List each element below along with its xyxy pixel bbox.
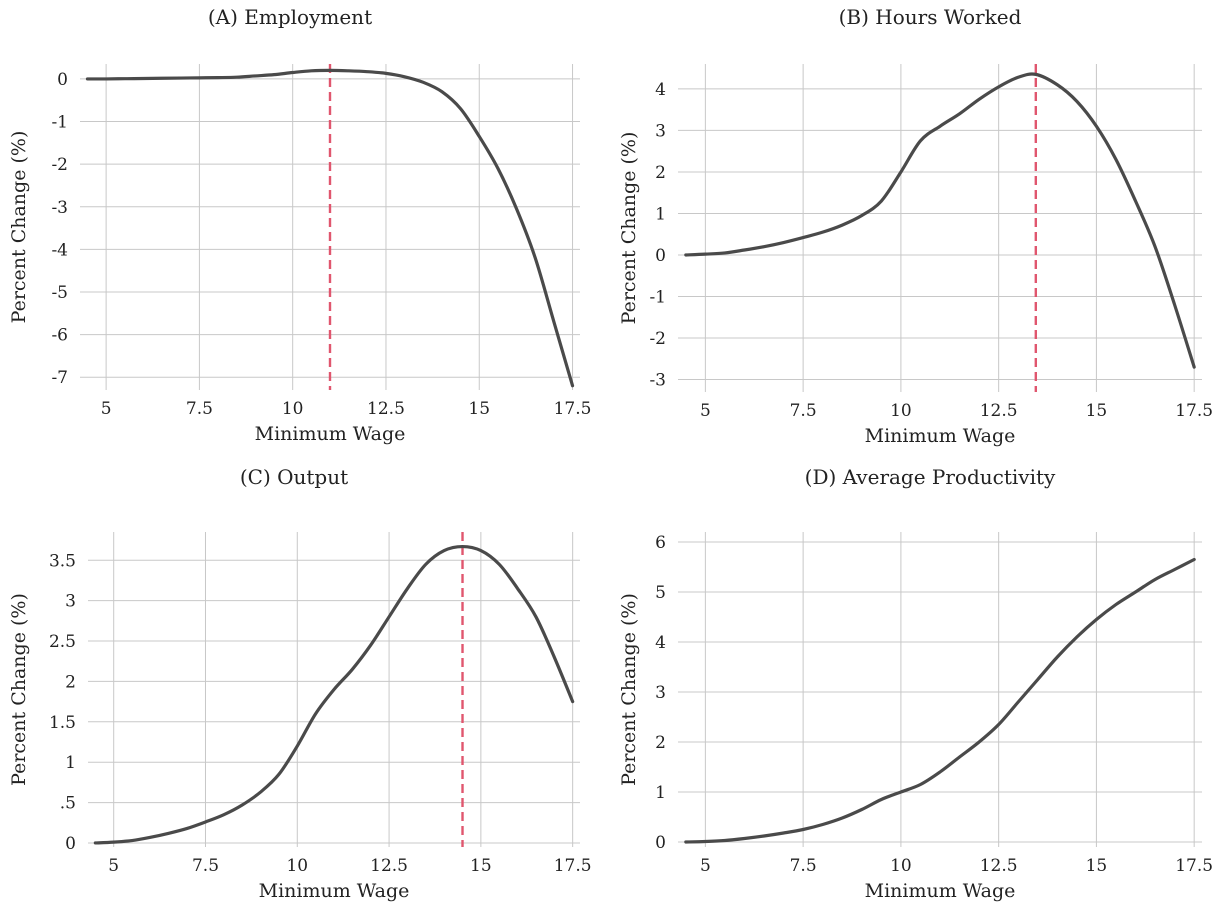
x-tick-label: 10 xyxy=(286,856,308,876)
series-line xyxy=(93,544,575,845)
x-tick-label: 7.5 xyxy=(192,856,219,876)
y-tick-label: -7 xyxy=(51,368,68,388)
y-tick-label: -1 xyxy=(649,288,666,308)
panel-output: (C) Output 5 7.5 10 12.5 15 17.5 3.5 3 2.5 2 1.5 1.5… xyxy=(0,460,610,920)
x-tick-label: 12.5 xyxy=(367,399,405,419)
y-tick-label: -3 xyxy=(51,198,68,218)
y-axis-label: Percent Change (%) xyxy=(618,132,640,325)
y-tick-label: 2 xyxy=(655,733,666,753)
y-tick-label: 1.5 xyxy=(49,713,76,733)
y-tick-label: 0 xyxy=(57,70,68,90)
y-tick-label: -2 xyxy=(649,329,666,349)
x-tick-label: 10 xyxy=(890,401,912,421)
y-tick-label: 2 xyxy=(65,672,76,692)
y-tick-label: 2.5 xyxy=(49,632,76,652)
x-tick-label: 7.5 xyxy=(186,399,213,419)
panel-average-productivity: (D) Average Productivity 5 7.5 10 12.5 15 17.5… xyxy=(610,460,1220,920)
series-line xyxy=(85,68,575,388)
x-tick-label: 12.5 xyxy=(980,401,1018,421)
y-tick-label: 6 xyxy=(655,533,666,553)
chart-title: (C) Output xyxy=(240,465,348,489)
chart-employment: (A) Employment 5 7.5 10 12.5 15 17.5 0 -1 -2 -3 -4 -… xyxy=(8,5,592,445)
series-line xyxy=(684,557,1196,844)
y-tick-label: 3.5 xyxy=(49,551,76,571)
y-axis-label: Percent Change (%) xyxy=(8,593,30,786)
y-tick-label: 1 xyxy=(65,753,76,773)
x-tick-label: 17.5 xyxy=(554,856,592,876)
y-tick-label: 3 xyxy=(65,592,76,612)
x-tick-label: 12.5 xyxy=(980,856,1018,876)
x-axis-label: Minimum Wage xyxy=(865,425,1016,447)
x-tick-label: 5 xyxy=(700,401,711,421)
x-tick-label: 17.5 xyxy=(554,399,592,419)
y-tick-label: -2 xyxy=(51,155,68,175)
x-tick-label: 17.5 xyxy=(1175,856,1213,876)
y-tick-label: 0 xyxy=(65,834,76,854)
x-tick-label: 5 xyxy=(700,856,711,876)
y-tick-label: -4 xyxy=(51,240,68,260)
y-tick-label: -5 xyxy=(51,283,68,303)
y-axis-label: Percent Change (%) xyxy=(618,593,640,786)
y-tick-label: 2 xyxy=(655,163,666,183)
x-tick-label: 5 xyxy=(101,399,112,419)
y-axis-label: Percent Change (%) xyxy=(8,131,30,324)
chart-title: (B) Hours Worked xyxy=(839,5,1022,29)
x-tick-label: 15 xyxy=(1086,401,1108,421)
y-tick-label: .5 xyxy=(60,794,76,814)
chart-title: (D) Average Productivity xyxy=(805,465,1056,489)
x-tick-label: 7.5 xyxy=(790,856,817,876)
y-tick-label: -3 xyxy=(649,371,666,391)
x-axis-label: Minimum Wage xyxy=(259,880,410,902)
y-tick-label: 1 xyxy=(655,204,666,224)
x-tick-label: 5 xyxy=(108,856,119,876)
y-tick-label: -1 xyxy=(51,113,68,133)
y-tick-label: 1 xyxy=(655,783,666,803)
y-tick-label: 3 xyxy=(655,683,666,703)
y-tick-label: 4 xyxy=(655,80,666,100)
chart-title: (A) Employment xyxy=(208,5,372,29)
x-tick-label: 10 xyxy=(282,399,304,419)
y-tick-label: 3 xyxy=(655,121,666,141)
y-tick-label: -6 xyxy=(51,326,68,346)
x-tick-label: 12.5 xyxy=(370,856,408,876)
x-tick-label: 10 xyxy=(890,856,912,876)
y-tick-label: 0 xyxy=(655,833,666,853)
y-tick-label: 0 xyxy=(655,246,666,266)
series-line xyxy=(684,72,1196,369)
y-tick-label: 5 xyxy=(655,583,666,603)
x-tick-label: 15 xyxy=(470,856,492,876)
y-tick-label: 4 xyxy=(655,633,666,653)
x-tick-label: 15 xyxy=(1086,856,1108,876)
x-tick-label: 15 xyxy=(468,399,490,419)
panel-hours-worked: (B) Hours Worked 5 7.5 10 12.5 15 17.5 4 3 2 1 0 -1-… xyxy=(610,0,1220,460)
x-axis-label: Minimum Wage xyxy=(865,880,1016,902)
x-tick-label: 17.5 xyxy=(1175,401,1213,421)
x-axis-label: Minimum Wage xyxy=(255,423,406,445)
x-tick-label: 7.5 xyxy=(790,401,817,421)
panel-employment: (A) Employment 5 7.5 10 12.5 15 17.5 0 -1 -2 -3 -4 -… xyxy=(0,0,610,460)
